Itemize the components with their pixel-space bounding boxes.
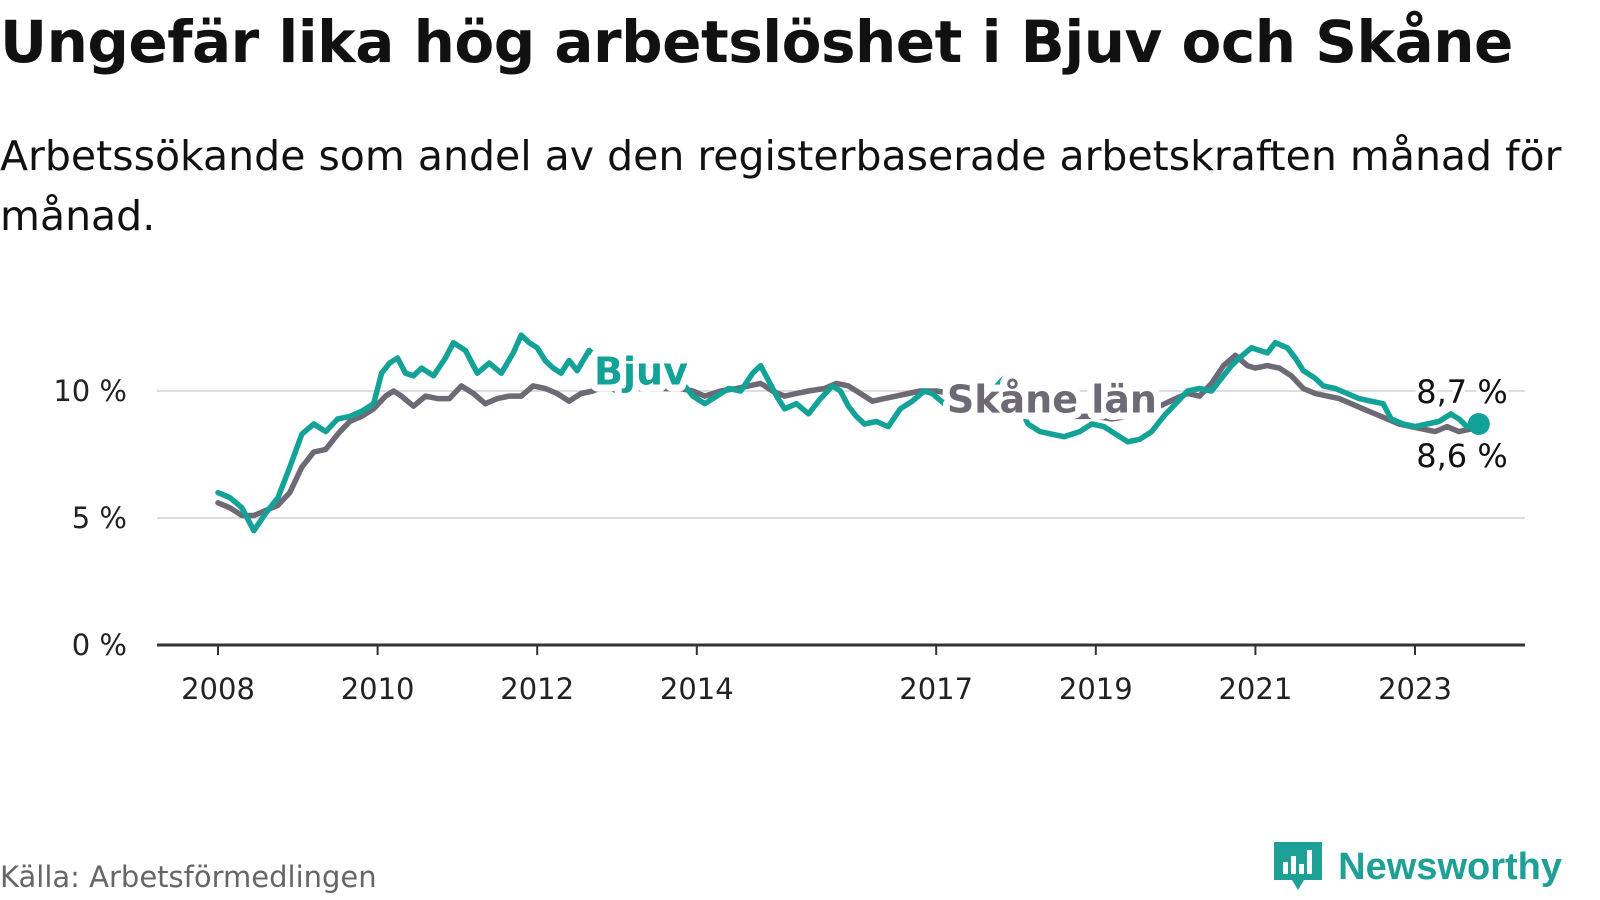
- x-tick-label: 2017: [899, 672, 973, 706]
- chart-subtitle: Arbetssökande som andel av den registerb…: [0, 132, 1562, 240]
- series-label-skane: Skåne län: [947, 378, 1157, 422]
- x-tick-label: 2010: [341, 672, 415, 706]
- y-tick-label: 10 %: [53, 374, 127, 408]
- series-lines: [215, 332, 1490, 534]
- newsworthy-logo-icon: [1274, 842, 1323, 890]
- series-line-skane: [215, 352, 1482, 519]
- y-tick-label: 0 %: [72, 628, 127, 662]
- newsworthy-brand[interactable]: Newsworthy: [1270, 838, 1562, 896]
- source-note: Källa: Arbetsförmedlingen: [0, 860, 377, 894]
- x-tick-label: 2019: [1059, 672, 1133, 706]
- x-tick-label: 2021: [1218, 672, 1292, 706]
- series-labels: Bjuv Skåne län 8,7 % 8,6 %: [587, 343, 1512, 479]
- y-axis-ticks: 0 % 5 % 10 %: [53, 374, 127, 662]
- x-tick-label: 2014: [660, 672, 734, 706]
- series-label-bjuv: Bjuv: [594, 350, 688, 394]
- x-axis-ticks: 2008 2010 2012 2014 2017 2019 2021 2023: [181, 645, 1452, 706]
- end-label-bjuv: 8,7 %: [1416, 373, 1507, 411]
- y-tick-label: 5 %: [72, 501, 127, 535]
- x-tick-label: 2012: [500, 672, 574, 706]
- end-label-skane: 8,6 %: [1416, 437, 1507, 475]
- x-tick-label: 2023: [1378, 672, 1452, 706]
- bjuv-end-marker: [1467, 413, 1490, 436]
- brand-name: Newsworthy: [1338, 845, 1562, 888]
- chart-title: Ungefär lika hög arbetslöshet i Bjuv och…: [0, 8, 1513, 76]
- series-line-bjuv: [215, 332, 1482, 534]
- x-tick-label: 2008: [181, 672, 255, 706]
